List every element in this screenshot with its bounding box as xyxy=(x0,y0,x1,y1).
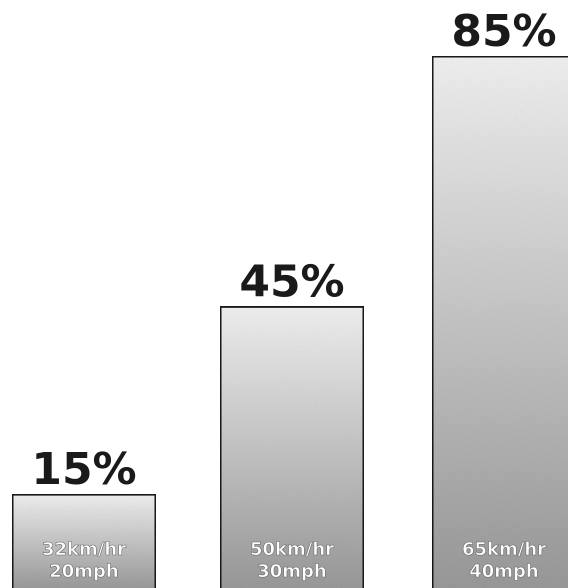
bar-category-label: 30mph xyxy=(257,561,327,582)
bar-category-label: 40mph xyxy=(469,561,539,582)
bar xyxy=(218,304,366,588)
bar-value-label: 45% xyxy=(239,256,344,307)
bar-category-label: 20mph xyxy=(49,561,119,582)
bar-category-label: 50km/hr xyxy=(250,539,334,560)
bar-value-label: 85% xyxy=(451,6,556,57)
bar xyxy=(10,492,158,588)
bar-value-label: 15% xyxy=(31,444,136,495)
bar xyxy=(430,54,568,588)
bar-category-label: 65km/hr xyxy=(462,539,546,560)
bar-category-label: 32km/hr xyxy=(42,539,126,560)
